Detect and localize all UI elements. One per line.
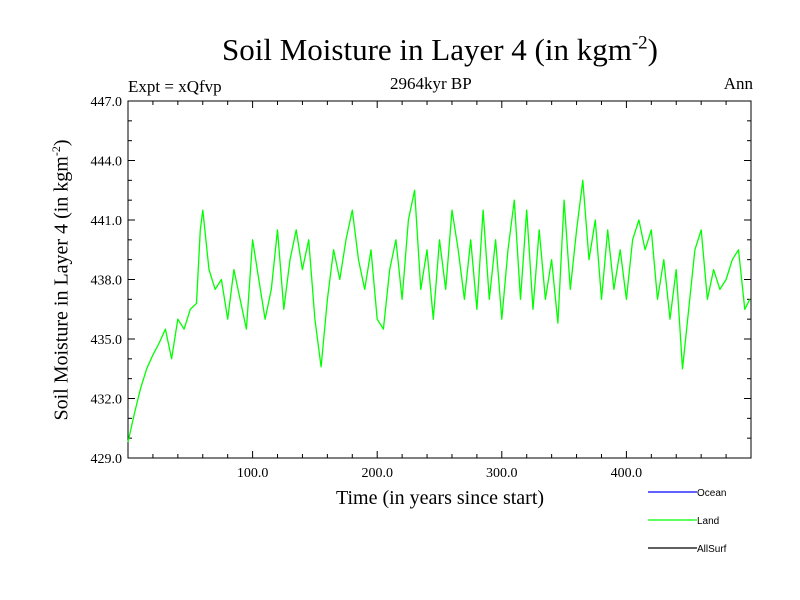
season-label: Ann	[723, 74, 753, 93]
x-axis-label: Time (in years since start)	[335, 487, 545, 509]
chart-subtitle: 2964kyr BP	[390, 74, 472, 93]
series-line-land	[127, 179, 751, 443]
legend-label-land: Land	[697, 516, 719, 527]
x-tick-label: 200.0	[361, 466, 393, 481]
x-tick-label: 400.0	[611, 466, 643, 481]
legend-label-ocean: Ocean	[697, 488, 726, 499]
y-tick-label: 435.0	[91, 333, 123, 348]
y-tick-label: 438.0	[91, 274, 123, 289]
chart-title: Soil Moisture in Layer 4 (in kgm-2)	[222, 32, 658, 67]
y-tick-label: 444.0	[91, 155, 123, 170]
experiment-label: Expt = xQfvp	[128, 77, 222, 96]
x-tick-label: 300.0	[486, 466, 518, 481]
y-tick-label: 432.0	[91, 393, 123, 408]
y-tick-label: 441.0	[91, 214, 123, 229]
x-tick-label: 100.0	[237, 466, 269, 481]
y-tick-label: 429.0	[91, 452, 123, 467]
legend-label-allsurf: AllSurf	[697, 544, 727, 555]
y-tick-label: 447.0	[91, 95, 123, 110]
legend: Ocean Land AllSurf	[648, 488, 727, 555]
